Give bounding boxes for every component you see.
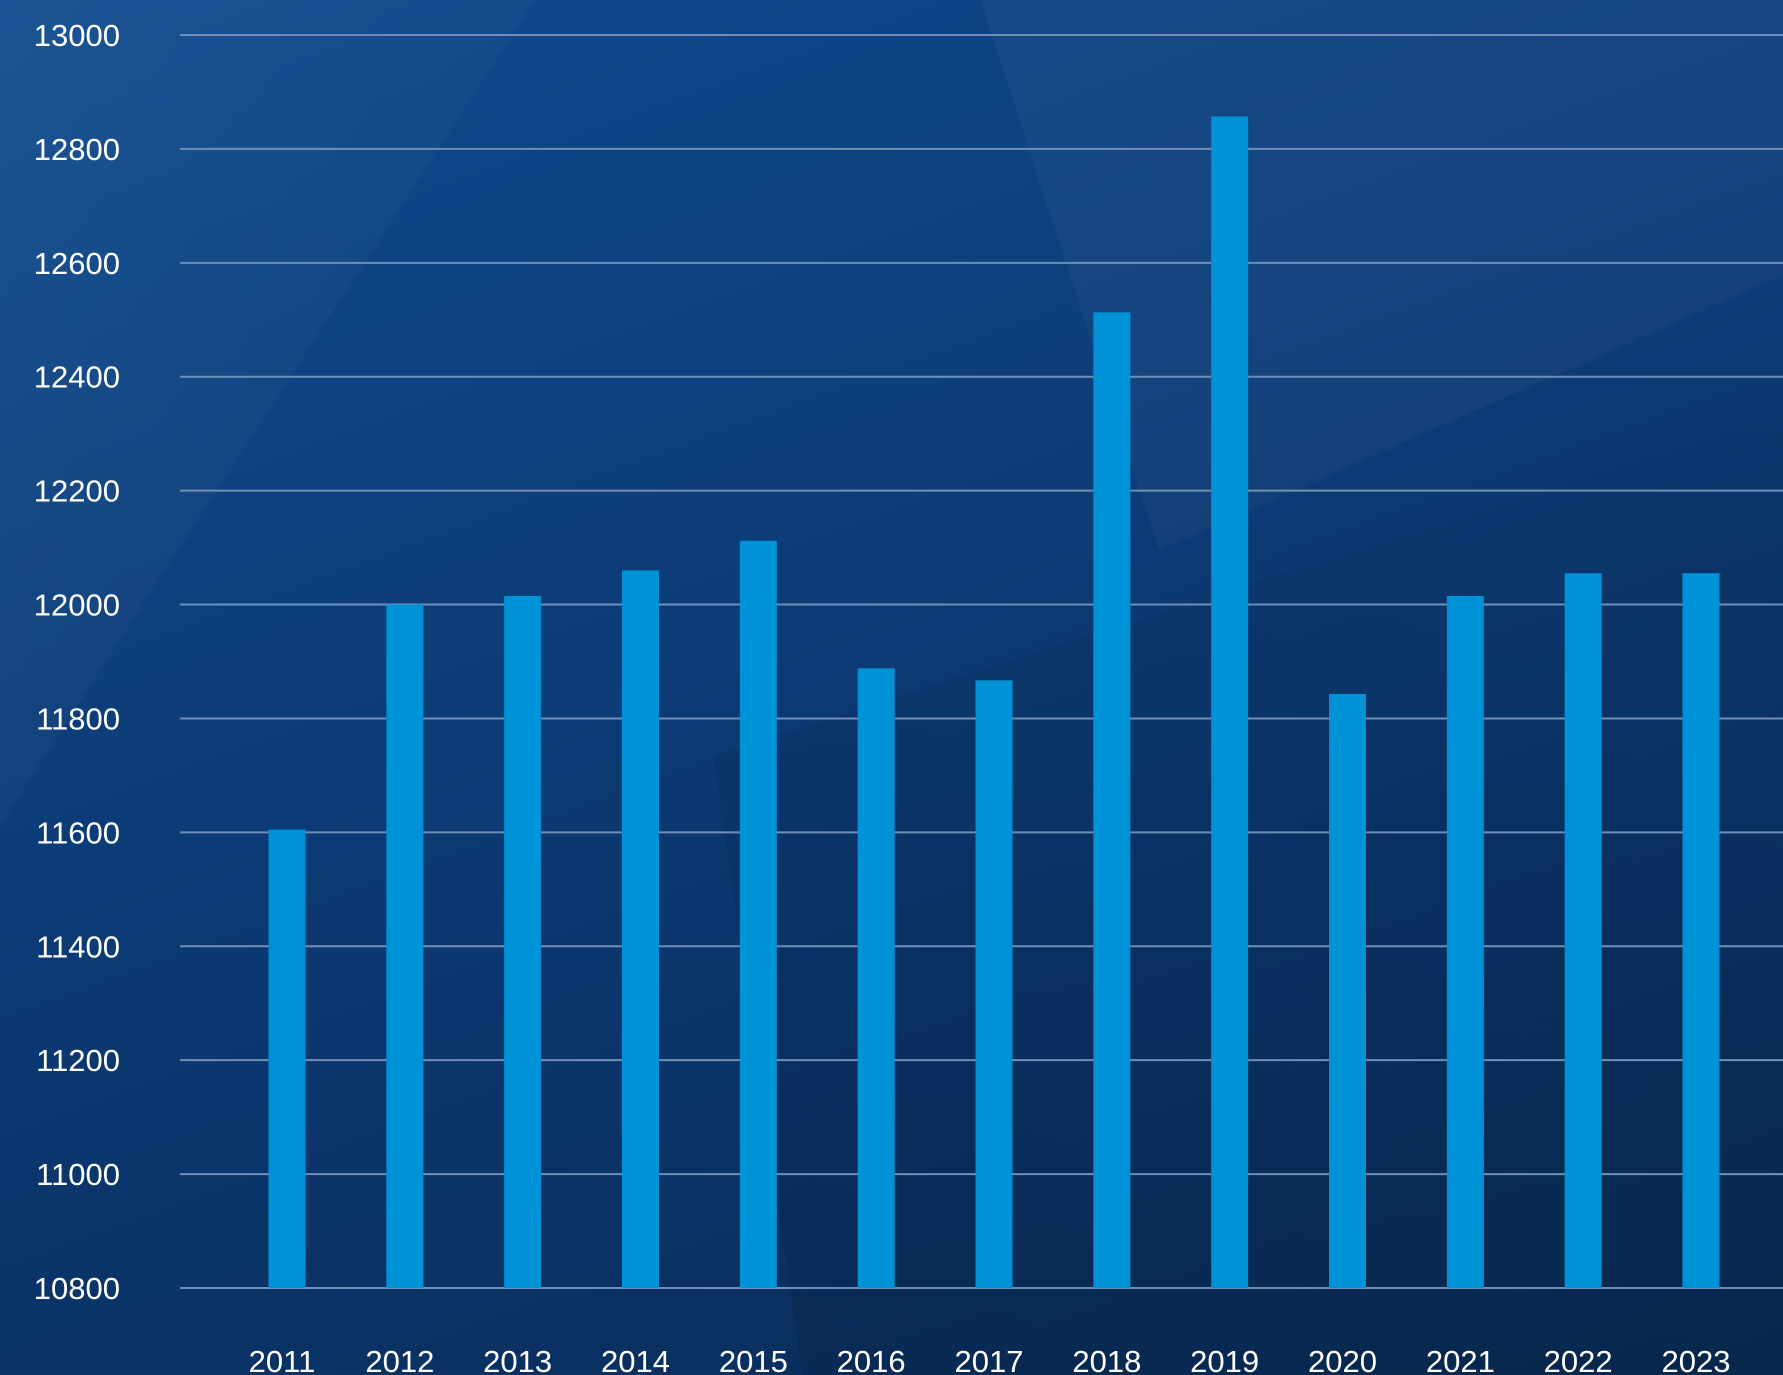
x-axis-tick-labels: 2011 2012 2013 2014 2015 2016 2017 2018 2019 2020… bbox=[249, 1344, 1731, 1375]
bar-2015 bbox=[739, 540, 777, 1288]
x-tick-label: 2012 bbox=[365, 1344, 434, 1375]
x-tick-label: 2011 bbox=[249, 1344, 316, 1375]
y-tick-label: 11000 bbox=[36, 1157, 120, 1192]
y-axis-tick-labels: 10800 11000 11200 11400 11600 11800 12000 12200… bbox=[34, 18, 120, 1306]
bars bbox=[268, 116, 1720, 1289]
x-tick-label: 2023 bbox=[1662, 1344, 1731, 1375]
bar-2021 bbox=[1446, 596, 1484, 1288]
bar-2018 bbox=[1093, 312, 1131, 1288]
y-tick-label: 11200 bbox=[36, 1043, 120, 1078]
x-tick-label: 2022 bbox=[1544, 1344, 1613, 1375]
bar-2011 bbox=[268, 829, 306, 1288]
bar-2020 bbox=[1329, 693, 1366, 1288]
y-tick-label: 12200 bbox=[34, 474, 120, 509]
bar-2019 bbox=[1211, 116, 1249, 1289]
y-tick-label: 13000 bbox=[34, 18, 120, 53]
x-tick-label: 2014 bbox=[601, 1344, 670, 1375]
y-tick-label: 10800 bbox=[34, 1271, 120, 1306]
x-tick-label: 2016 bbox=[837, 1344, 906, 1375]
bar-2022 bbox=[1564, 573, 1602, 1288]
bar-2017 bbox=[975, 680, 1013, 1288]
x-tick-label: 2020 bbox=[1308, 1344, 1377, 1375]
y-tick-label: 11400 bbox=[36, 929, 120, 964]
y-tick-label: 12000 bbox=[34, 588, 120, 623]
y-tick-label: 12800 bbox=[34, 132, 120, 167]
x-tick-label: 2013 bbox=[483, 1344, 552, 1375]
bar-2023 bbox=[1682, 573, 1720, 1288]
x-tick-label: 2017 bbox=[955, 1344, 1024, 1375]
x-tick-label: 2015 bbox=[719, 1344, 788, 1375]
y-tick-label: 12600 bbox=[34, 246, 120, 281]
y-tick-label: 11600 bbox=[36, 815, 120, 850]
y-tick-label: 11800 bbox=[36, 701, 120, 736]
x-tick-label: 2021 bbox=[1426, 1344, 1495, 1375]
bar-2013 bbox=[504, 596, 542, 1288]
gridlines bbox=[180, 34, 1783, 1289]
x-tick-label: 2019 bbox=[1190, 1344, 1259, 1375]
y-tick-label: 12400 bbox=[34, 360, 120, 395]
bar-2012 bbox=[386, 604, 424, 1288]
x-tick-label: 2018 bbox=[1072, 1344, 1141, 1375]
bar-2014 bbox=[622, 570, 659, 1288]
bar-2016 bbox=[857, 668, 895, 1288]
